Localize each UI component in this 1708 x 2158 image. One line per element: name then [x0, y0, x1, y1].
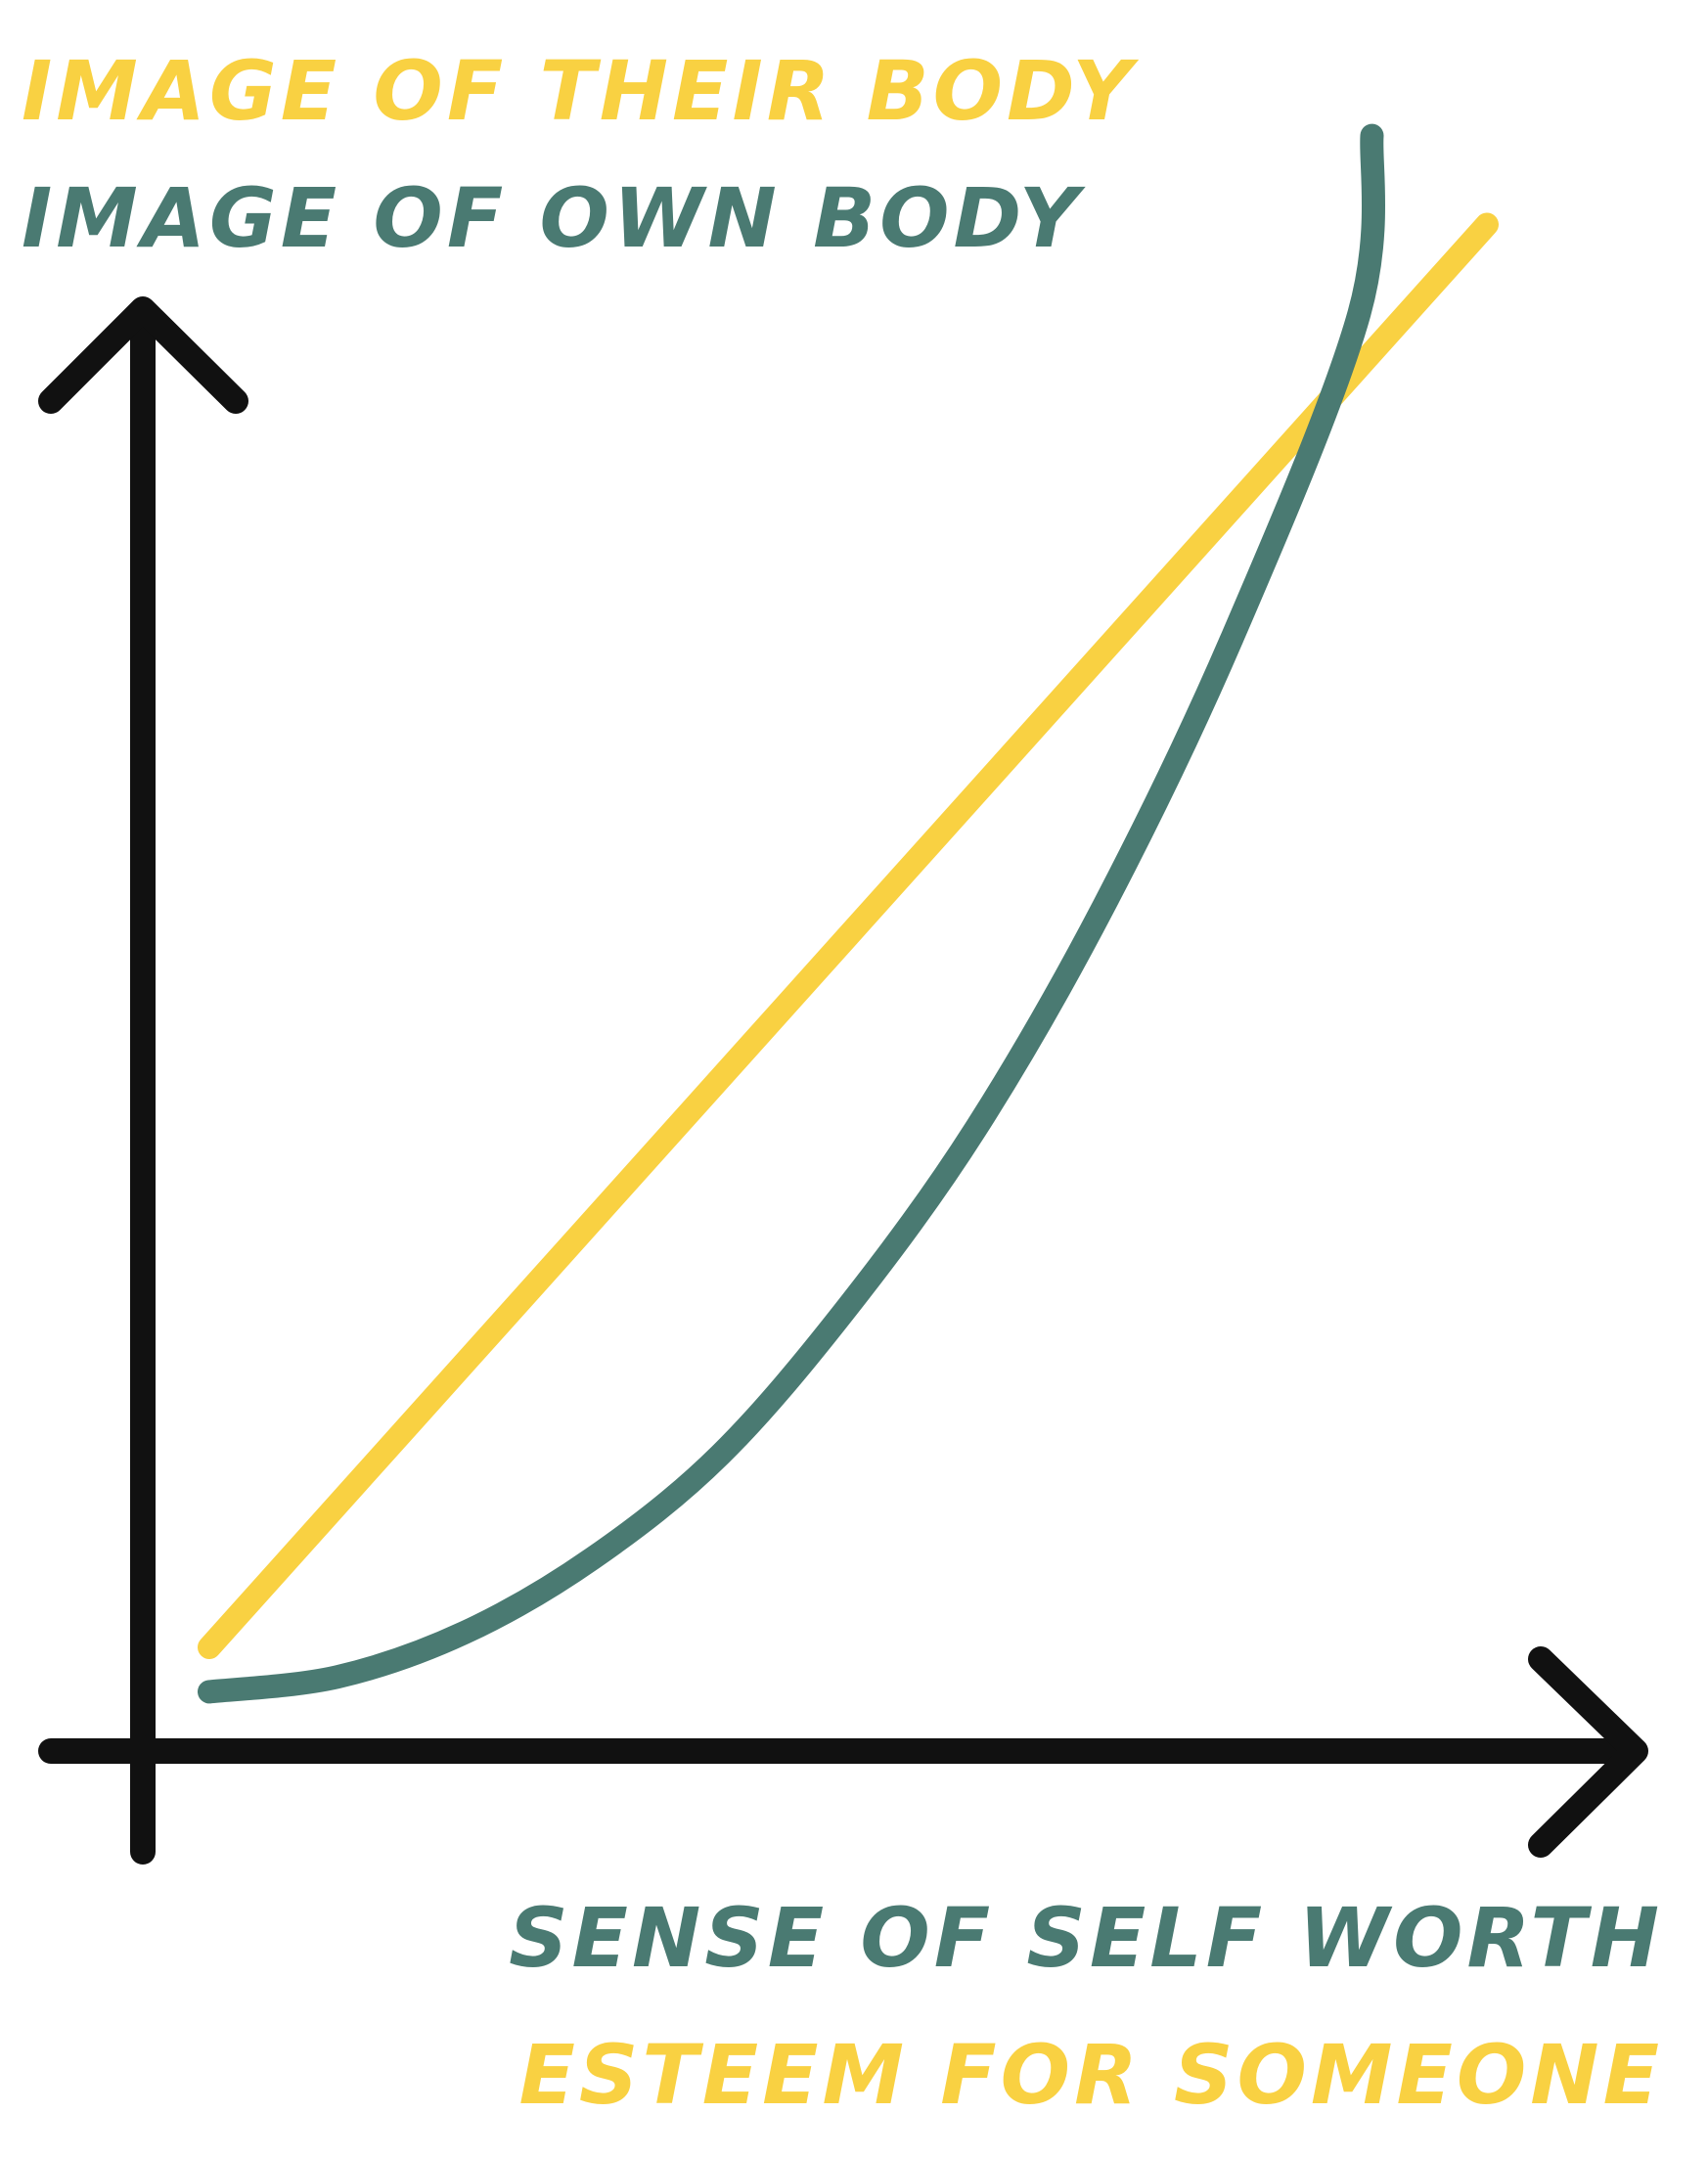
y-axis-label-bottom: IMAGE OF OWN BODY [22, 170, 1086, 266]
x-axis-label-top: SENSE OF SELF WORTH [509, 1890, 1663, 1986]
x-axis-label-bottom: ESTEEM FOR SOMEONE [519, 2027, 1663, 2123]
y-axis-label-top: IMAGE OF THEIR BODY [22, 43, 1139, 139]
series-line-yellow [198, 212, 1499, 1659]
y-axis-arrowhead [38, 296, 248, 414]
axes [38, 296, 1648, 1865]
x-axis-arrowhead [1528, 1646, 1648, 1858]
series-layer [198, 123, 1499, 1704]
series-line-teal [198, 123, 1386, 1704]
